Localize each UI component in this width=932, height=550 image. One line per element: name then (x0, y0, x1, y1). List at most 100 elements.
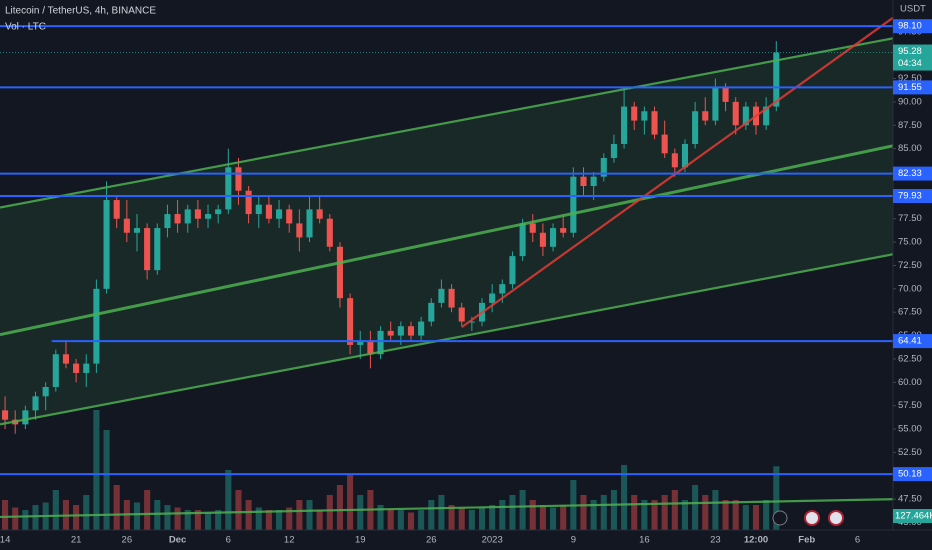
y-tick-label: 70.00 (898, 283, 922, 294)
x-tick-label: 16 (639, 535, 650, 546)
candle-body (276, 209, 283, 219)
channel-fill (0, 38, 893, 425)
volume-bar (174, 507, 181, 530)
plot-area (0, 16, 894, 530)
candle-body (245, 190, 252, 215)
level-label-box (893, 189, 932, 204)
candle-body (468, 321, 475, 323)
candle-body (641, 111, 648, 121)
volume-bar (83, 495, 90, 530)
y-tick-label: 87.50 (898, 120, 922, 131)
x-tick-label: 19 (355, 535, 366, 546)
candle-body (519, 223, 526, 257)
candle-body (113, 200, 120, 219)
candle-body (712, 87, 719, 121)
volume-bar (600, 495, 607, 530)
candle-body (265, 204, 272, 219)
volume-label-box (893, 509, 932, 523)
volume-bar (52, 490, 59, 530)
level-label: 79.93 (898, 191, 922, 202)
volume-bar (316, 510, 323, 530)
candle-body (2, 410, 9, 420)
candle-body (133, 228, 141, 233)
volume-bar (732, 500, 739, 530)
volume-bar (418, 510, 425, 530)
volume-bar (387, 510, 394, 530)
level-label-box (893, 334, 932, 349)
candle-body (692, 111, 699, 144)
volume-bar (448, 505, 455, 530)
volume-bar (296, 500, 303, 530)
candle-body (164, 214, 171, 229)
candle-body (499, 284, 506, 294)
x-tick-label: 12 (284, 535, 295, 546)
volume-bar (560, 505, 567, 530)
candle-body (570, 176, 577, 233)
level-label-box (893, 467, 932, 482)
volume-bar (681, 500, 689, 530)
currency: USDT (900, 4, 926, 15)
candle-body (286, 209, 293, 224)
y-tick-label: 60.00 (898, 377, 922, 388)
candle-body (215, 209, 222, 215)
candle-body (610, 143, 617, 158)
event-icon[interactable] (828, 510, 844, 526)
candle-body (32, 396, 39, 411)
volume-bar (752, 505, 760, 530)
volume-bar (113, 485, 120, 530)
candle-body (93, 288, 100, 364)
candle-body (600, 157, 607, 177)
countdown: 04:34 (898, 58, 922, 69)
volume-bar (478, 507, 486, 530)
candle-body (235, 167, 242, 191)
axes: 45.0047.5050.0052.5055.0057.5060.0062.50… (0, 19, 932, 546)
candle-body (73, 363, 80, 373)
last-price-box (893, 44, 932, 71)
volume-bar (661, 495, 668, 530)
volume-bar (489, 505, 496, 530)
x-tick-label: 23 (710, 535, 721, 546)
volume-bar (215, 510, 222, 530)
volume-bar (336, 485, 343, 530)
candle-body (184, 209, 191, 224)
volume-bar (194, 510, 201, 530)
trendline (0, 144, 894, 337)
volume-bar (519, 490, 526, 530)
candle-body (255, 204, 262, 215)
volume-bar (306, 500, 313, 530)
candle-body (529, 223, 536, 233)
y-tick-label: 92.50 (898, 73, 922, 84)
candle-body (52, 354, 59, 387)
volume-bar (610, 490, 617, 530)
candle-body (357, 340, 364, 345)
volume-bar (12, 507, 19, 530)
volume-bar (468, 510, 475, 530)
candle-body (550, 228, 557, 247)
candle-body (336, 246, 343, 299)
y-tick-label: 90.00 (898, 96, 922, 107)
volume-bar (93, 410, 100, 530)
volume-bar (265, 510, 272, 530)
volume-bar (529, 500, 536, 530)
volume-bar (286, 507, 293, 530)
level-label: 50.18 (898, 469, 922, 480)
volume-bar (458, 507, 465, 530)
candle-body (347, 298, 354, 345)
volume-bar (154, 500, 161, 530)
event-icons[interactable] (772, 510, 844, 526)
x-tick-label: Dec (169, 535, 186, 546)
candle-body (681, 143, 689, 168)
volume-bar (692, 485, 699, 530)
volume-bar (255, 507, 262, 530)
candle-body (621, 106, 628, 144)
event-icon[interactable] (804, 510, 820, 526)
candle-body (580, 176, 587, 187)
level-label-box (893, 19, 932, 34)
candle-body (560, 228, 567, 233)
event-icon[interactable] (772, 510, 788, 526)
volume-bar (235, 490, 242, 530)
volume-bar (397, 510, 404, 530)
x-tick-label: 6 (226, 535, 231, 546)
trendline (461, 16, 894, 329)
volume-bar (22, 510, 29, 530)
